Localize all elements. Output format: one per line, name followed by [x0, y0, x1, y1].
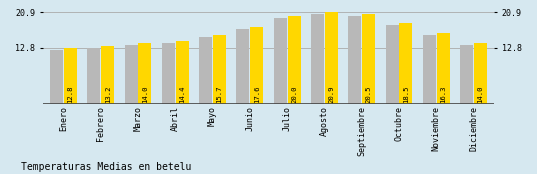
- Text: Temperaturas Medias en betelu: Temperaturas Medias en betelu: [21, 162, 192, 172]
- Bar: [125, 45, 137, 104]
- Bar: [349, 16, 361, 104]
- Text: 16.3: 16.3: [440, 85, 446, 103]
- Text: 14.0: 14.0: [477, 85, 483, 103]
- Bar: [400, 23, 412, 104]
- Bar: [386, 25, 398, 104]
- Text: 15.7: 15.7: [216, 85, 222, 103]
- Text: 18.5: 18.5: [403, 85, 409, 103]
- Text: 20.0: 20.0: [291, 85, 297, 103]
- Bar: [162, 43, 175, 104]
- Bar: [437, 33, 449, 104]
- Bar: [176, 41, 188, 104]
- Bar: [199, 37, 212, 104]
- Bar: [423, 35, 436, 104]
- Bar: [362, 14, 375, 104]
- Bar: [50, 50, 63, 104]
- Bar: [325, 12, 338, 104]
- Text: 20.9: 20.9: [328, 85, 335, 103]
- Bar: [64, 48, 77, 104]
- Bar: [460, 45, 473, 104]
- Bar: [287, 16, 301, 104]
- Bar: [88, 48, 100, 104]
- Bar: [101, 46, 114, 104]
- Bar: [474, 43, 487, 104]
- Bar: [139, 43, 151, 104]
- Bar: [213, 35, 226, 104]
- Text: 14.0: 14.0: [142, 85, 148, 103]
- Bar: [274, 18, 287, 104]
- Bar: [250, 27, 263, 104]
- Text: 17.6: 17.6: [254, 85, 260, 103]
- Text: 20.5: 20.5: [366, 85, 372, 103]
- Text: 12.8: 12.8: [67, 85, 74, 103]
- Text: 13.2: 13.2: [105, 85, 111, 103]
- Text: 14.4: 14.4: [179, 85, 185, 103]
- Bar: [236, 29, 250, 104]
- Bar: [311, 14, 324, 104]
